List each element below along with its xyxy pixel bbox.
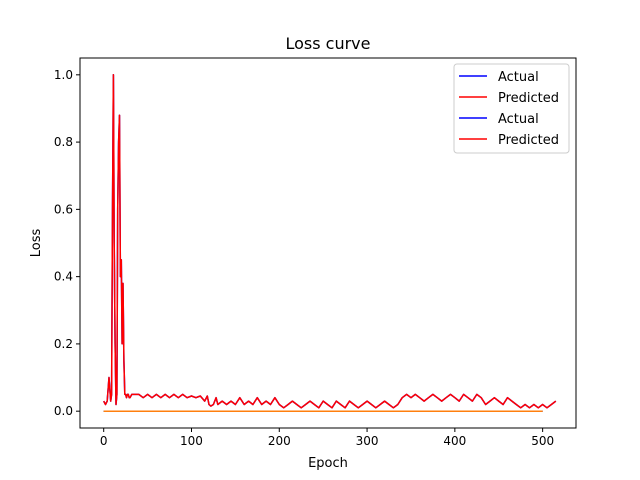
legend-label: Predicted: [498, 133, 559, 148]
y-tick-label: 0.4: [54, 270, 73, 284]
legend-label: Actual: [498, 112, 539, 127]
plot-lines: [103, 74, 557, 412]
x-tick-label: 400: [443, 434, 466, 448]
x-axis-label: Epoch: [308, 456, 348, 471]
series-line-predicted-2: [103, 74, 557, 409]
y-tick-label: 0.2: [54, 337, 73, 351]
legend: Actual Predicted Actual Predicted: [453, 63, 570, 154]
plot-frame: [79, 57, 577, 429]
legend-label: Actual: [498, 70, 539, 85]
x-tick-label: 200: [268, 434, 291, 448]
y-axis-ticks: 0.0 0.2 0.4 0.6 0.8 1.0: [54, 68, 80, 418]
x-tick-label: 300: [356, 434, 379, 448]
x-tick-label: 100: [180, 434, 203, 448]
y-axis-label: Loss: [29, 229, 44, 258]
y-tick-label: 1.0: [54, 68, 73, 82]
y-tick-label: 0.8: [54, 135, 73, 149]
x-axis-ticks: 0 100 200 300 400 500: [100, 428, 554, 448]
y-tick-label: 0.6: [54, 202, 73, 216]
y-tick-label: 0.0: [54, 404, 73, 418]
x-tick-label: 500: [531, 434, 554, 448]
chart-title: Loss curve: [285, 34, 370, 53]
legend-label: Predicted: [498, 91, 559, 106]
x-tick-label: 0: [100, 434, 108, 448]
legend-box: [453, 63, 570, 154]
